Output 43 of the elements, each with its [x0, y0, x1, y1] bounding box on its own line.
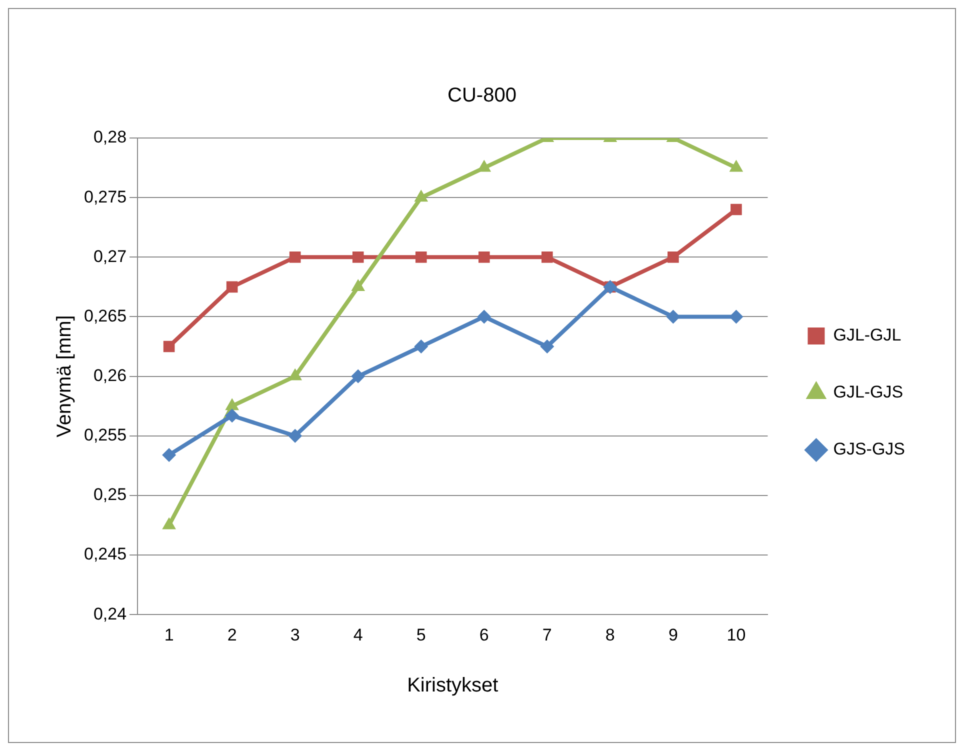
x-tick-label: 3 [290, 625, 300, 644]
y-tick-label: 0,27 [93, 246, 127, 266]
point [477, 310, 492, 324]
x-axis-title: Kiristykset [407, 674, 499, 697]
point [163, 340, 175, 352]
legend-label: GJL-GJS [833, 382, 904, 402]
point [289, 251, 301, 263]
point [162, 448, 176, 462]
legend-label: GJL-GJL [833, 326, 902, 345]
y-tick-label: 0,24 [93, 604, 127, 624]
point [226, 281, 238, 293]
x-tick-label: 9 [668, 625, 678, 644]
y-tick-label: 0,28 [93, 128, 127, 147]
y-axis-title: Venymä [mm] [54, 315, 76, 438]
point [668, 251, 679, 263]
point [351, 369, 366, 384]
point [730, 204, 742, 216]
point [352, 251, 364, 263]
point [478, 251, 490, 263]
x-tick-label: 7 [542, 625, 552, 644]
point [541, 251, 553, 263]
legend-label: GJS-GJS [833, 440, 906, 459]
point [414, 340, 428, 354]
point [288, 428, 302, 443]
y-tick-label: 0,255 [84, 426, 127, 445]
x-tick-label: 10 [726, 625, 746, 644]
point [729, 310, 744, 324]
point [540, 340, 554, 354]
point [666, 310, 680, 324]
y-tick-label: 0,265 [84, 306, 127, 326]
y-tick-label: 0,25 [93, 485, 127, 504]
x-tick-label: 1 [164, 625, 174, 644]
x-tick-label: 8 [605, 625, 615, 644]
point [225, 408, 240, 423]
x-tick-label: 2 [227, 625, 237, 644]
point [415, 251, 427, 263]
x-tick-label: 6 [479, 625, 489, 644]
x-tick-label: 5 [416, 625, 426, 644]
y-tick-label: 0,275 [84, 187, 127, 206]
y-tick-label: 0,26 [93, 366, 127, 385]
x-tick-label: 4 [353, 625, 363, 644]
y-tick-label: 0,245 [84, 544, 127, 564]
chart-title: CU-800 [448, 84, 516, 107]
